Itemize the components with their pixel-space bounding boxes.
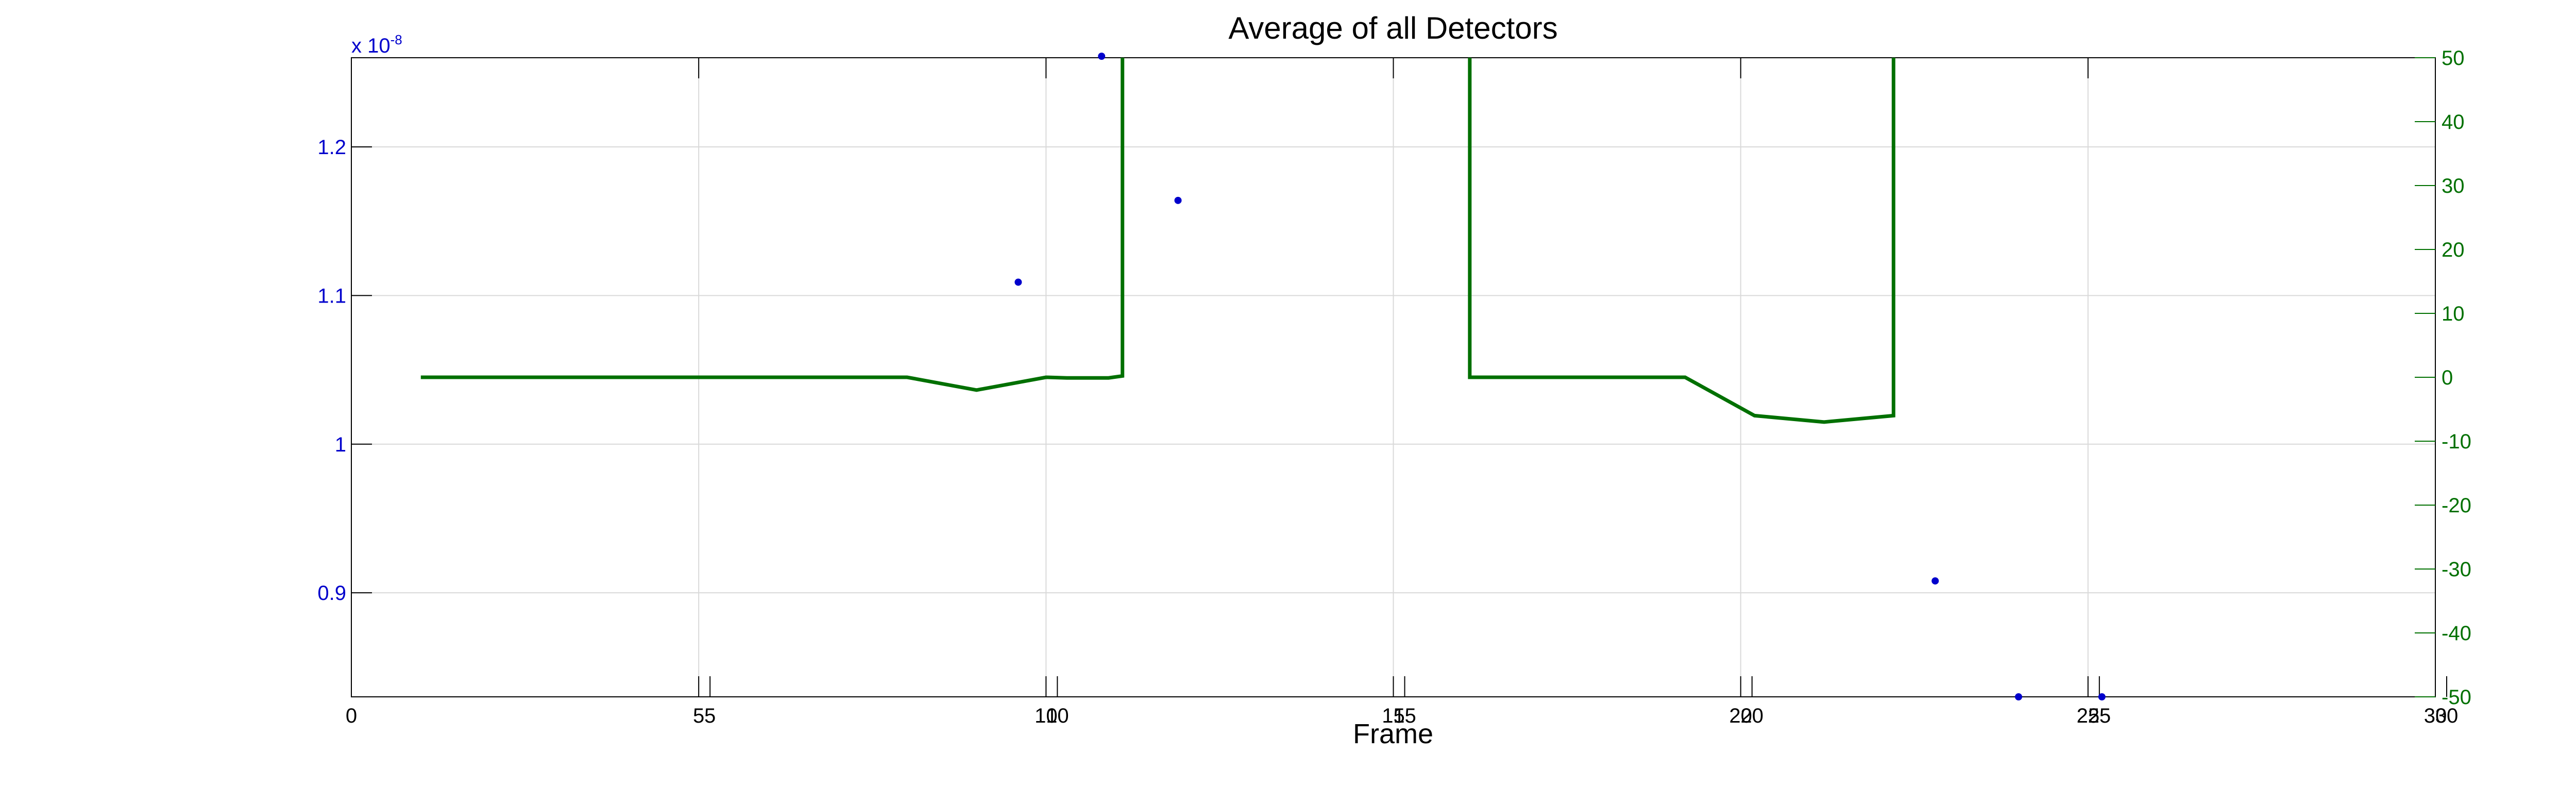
right-tick-label: 50 <box>2442 47 2465 70</box>
exponent-base: x 10 <box>351 35 391 57</box>
x2-tick-label: 20 <box>1740 705 1764 727</box>
x2-tick-label: 30 <box>2435 705 2459 727</box>
left-tick-label: 0.9 <box>317 582 346 605</box>
right-tick-label: 0 <box>2442 366 2453 389</box>
right-tick-label: -30 <box>2442 558 2471 581</box>
left-tick-label: 1.2 <box>317 136 346 159</box>
x-tick-label: 30 <box>2424 705 2447 727</box>
data-point <box>2098 693 2106 700</box>
right-tick-label: -50 <box>2442 686 2471 709</box>
exponent-power: -8 <box>391 32 402 47</box>
left-axis-exponent: x 10-8 <box>351 32 402 57</box>
x2-tick-label: 5 <box>704 705 716 727</box>
data-point <box>1174 196 1182 204</box>
axis-ticks: 0 5 10 15 20 25 30 5 10 15 20 25 30 0.9 1 1.1 1.2 -50 -40 -… <box>317 47 2471 727</box>
right-tick-label: 10 <box>2442 303 2465 325</box>
right-tick-label: -20 <box>2442 494 2471 517</box>
left-tick-label: 1 <box>335 433 346 456</box>
grid-lines <box>351 58 2435 697</box>
chart-title: Average of all Detectors <box>1228 11 1557 45</box>
right-tick-label: -10 <box>2442 430 2471 453</box>
right-tick-label: 40 <box>2442 111 2465 133</box>
x-axis-label: Frame <box>1353 718 1433 749</box>
x2-tick-label: 25 <box>2088 705 2111 727</box>
x2-tick-label: 15 <box>1393 705 1416 727</box>
series-line <box>420 58 1895 424</box>
right-tick-label: 30 <box>2442 175 2465 197</box>
data-point <box>1014 278 1022 286</box>
right-tick-label: -40 <box>2442 622 2471 645</box>
data-point <box>1098 53 1106 60</box>
data-point <box>1931 577 1939 585</box>
x-tick-label: 5 <box>693 705 704 727</box>
series-points-left-axis <box>1014 53 2106 700</box>
x-tick-label: 10 <box>1035 705 1058 727</box>
series-line-right-axis <box>420 58 1895 424</box>
x2-tick-label: 10 <box>1046 705 1069 727</box>
right-tick-label: 20 <box>2442 239 2465 261</box>
x-tick-label: 25 <box>2077 705 2100 727</box>
x-tick-label: 0 <box>346 705 357 727</box>
left-tick-label: 1.1 <box>317 285 346 307</box>
data-point <box>2015 693 2022 700</box>
x-tick-label: 15 <box>1382 705 1405 727</box>
x-tick-label: 20 <box>1729 705 1752 727</box>
